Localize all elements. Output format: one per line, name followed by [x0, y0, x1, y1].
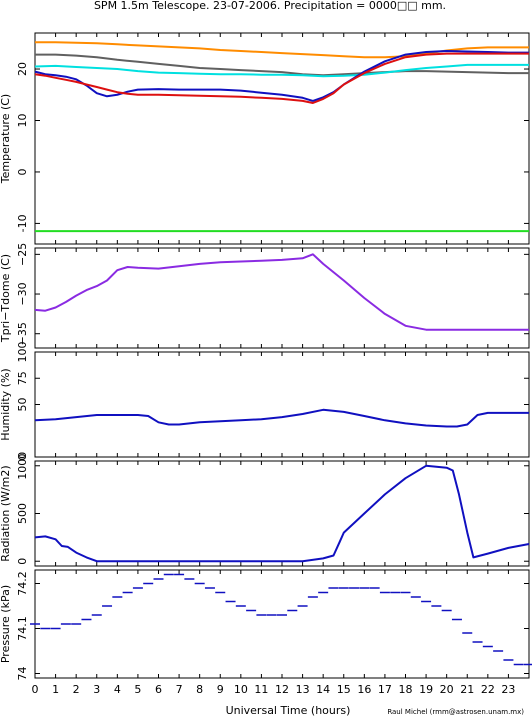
series-line-0 — [35, 41, 529, 59]
y-tick-label: 0 — [16, 454, 29, 461]
panel-temperature: 20 10 0 -10 Temperature (C) — [0, 32, 530, 245]
y-tick-label: 74 — [16, 667, 29, 681]
series-line-1 — [35, 53, 529, 77]
y-tick-label: 0 — [16, 558, 29, 565]
x-tick-label: 14 — [316, 683, 330, 696]
y-tick-label: 10 — [16, 113, 29, 127]
y-axis-label: Tpri−Tdome (C) — [0, 254, 12, 343]
panel-frame — [34, 351, 530, 458]
x-tick-label: 15 — [337, 683, 351, 696]
x-tick-label: 19 — [419, 683, 433, 696]
x-tick-label: 12 — [275, 683, 289, 696]
panel-frame — [34, 569, 530, 679]
y-tick-label: 74.2 — [16, 571, 29, 596]
x-tick-label: 10 — [234, 683, 248, 696]
series-line-2 — [34, 63, 529, 78]
y-tick-label: −25 — [16, 243, 29, 266]
x-tick-label: 13 — [296, 683, 310, 696]
y-axis-label: Humidity (%) — [0, 368, 12, 440]
y-tick-label: 50 — [16, 398, 29, 412]
x-tick-label: 22 — [481, 683, 495, 696]
series-line-0 — [34, 408, 529, 428]
x-tick-label: 8 — [196, 683, 203, 696]
series-line-4 — [34, 52, 529, 104]
x-tick-label: 7 — [176, 683, 183, 696]
y-tick-label: −35 — [16, 322, 29, 345]
series-line-3 — [34, 50, 529, 102]
credit-text: Raul Michel (rmm@astrosen.unam.mx) — [387, 708, 524, 716]
x-tick-label: 20 — [440, 683, 454, 696]
x-tick-label: 0 — [32, 683, 39, 696]
y-axis-label: Temperature (C) — [0, 94, 12, 184]
x-tick-label: 18 — [399, 683, 413, 696]
x-axis-label: Universal Time (hours) — [226, 704, 351, 717]
y-tick-label: 75 — [16, 371, 29, 385]
y-tick-label: 74.1 — [16, 616, 29, 641]
y-tick-label: 100 — [16, 342, 29, 363]
panel-humidity: 0 50 75 100 Humidity (%) — [0, 342, 530, 461]
panel-radiation: 0 500 1000 Radiation (W/m2) — [0, 452, 530, 567]
panel-frame — [34, 247, 530, 349]
series-line-0 — [34, 253, 529, 331]
figure-title: SPM 1.5m Telescope. 23-07-2006. Precipit… — [94, 0, 446, 12]
y-axis-label: Radiation (W/m2) — [0, 465, 12, 561]
x-tick-label: 4 — [114, 683, 121, 696]
x-tick-label: 11 — [254, 683, 268, 696]
panel-frame — [34, 32, 530, 245]
y-tick-label: 500 — [16, 503, 29, 524]
x-tick-label: 16 — [357, 683, 371, 696]
series-line-0 — [34, 464, 530, 563]
x-tick-label: 5 — [134, 683, 141, 696]
x-tick-label: 21 — [460, 683, 474, 696]
x-tick-label: 2 — [73, 683, 80, 696]
x-tick-label: 17 — [378, 683, 392, 696]
y-tick-label: 20 — [16, 62, 29, 76]
y-tick-label: -10 — [16, 214, 29, 232]
x-tick-label: 9 — [217, 683, 224, 696]
x-tick-label: 3 — [93, 683, 100, 696]
y-tick-label: 1000 — [16, 452, 29, 480]
panel-pressure: 74.2 74.1 74 Pressure (kPa) — [0, 569, 532, 681]
x-tick-label: 6 — [155, 683, 162, 696]
panel-tpri-tdome: −25 −30 −35 Tpri−Tdome (C) — [0, 243, 530, 349]
x-axis-tick-labels: 0 1 2 3 4 5 6 7 8 9 10 11 12 13 14 15 16 17 18 19 20 21 22 23 — [32, 683, 516, 696]
x-tick-label: 1 — [52, 683, 59, 696]
y-tick-label: −30 — [16, 282, 29, 305]
y-axis-label: Pressure (kPa) — [0, 585, 12, 663]
y-tick-label: 0 — [16, 168, 29, 175]
x-tick-label: 23 — [501, 683, 515, 696]
